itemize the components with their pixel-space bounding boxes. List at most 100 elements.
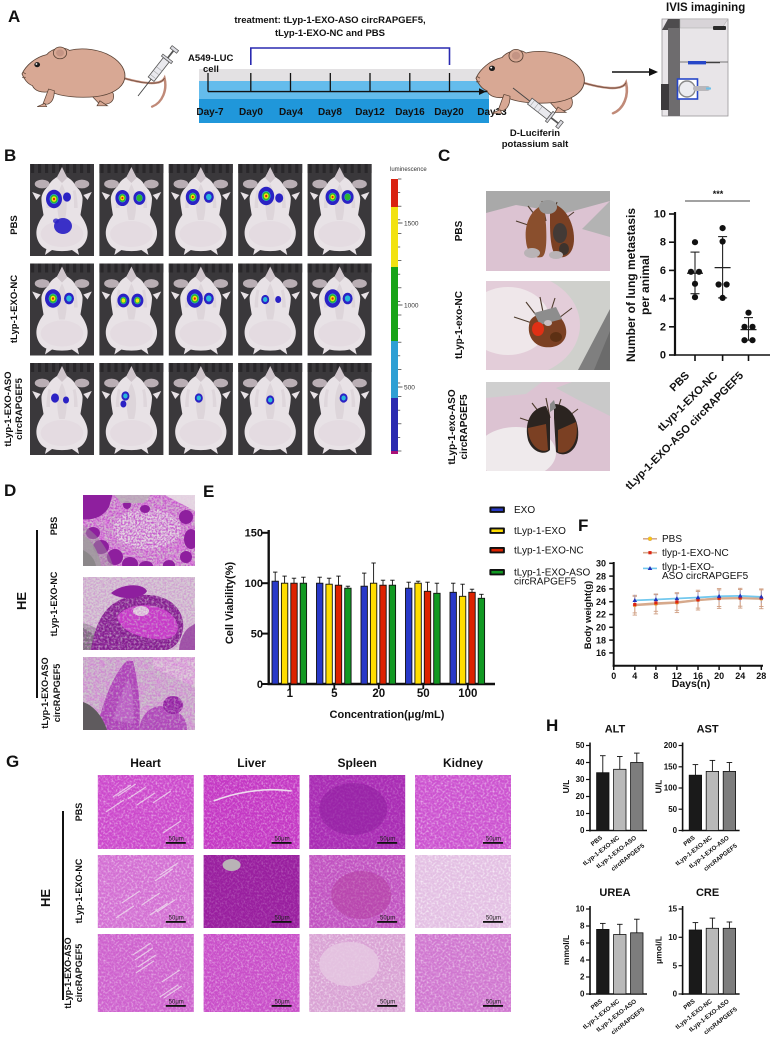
svg-text:0: 0 [673, 990, 678, 999]
svg-text:Day8: Day8 [318, 107, 342, 118]
svg-text:50: 50 [576, 741, 585, 750]
svg-text:ALT: ALT [605, 724, 626, 736]
svg-text:150: 150 [245, 528, 263, 540]
svg-text:HE: HE [14, 592, 29, 610]
svg-text:8: 8 [580, 922, 585, 931]
svg-text:Kidney: Kidney [443, 756, 483, 770]
svg-text:50μm: 50μm [274, 1000, 289, 1006]
svg-text:tLyp-1-EXO-ASO: tLyp-1-EXO-ASO [40, 657, 50, 728]
svg-text:treatment: tLyp-1-EXO-ASO cir: treatment: tLyp-1-EXO-ASO circRAPGEF5, [234, 15, 425, 26]
svg-text:IVIS imagining: IVIS imagining [666, 2, 745, 14]
svg-text:Cell Viability(%): Cell Viability(%) [224, 562, 236, 645]
svg-text:tLyp-1-EXO-ASO: tLyp-1-EXO-ASO [3, 371, 14, 446]
svg-text:Days(n): Days(n) [672, 678, 711, 690]
svg-text:15: 15 [668, 905, 677, 914]
svg-text:10: 10 [668, 933, 677, 942]
svg-text:U/L: U/L [561, 780, 571, 794]
svg-text:tLyp-1-EXO: tLyp-1-EXO [514, 526, 566, 537]
svg-text:PBS: PBS [454, 220, 465, 241]
svg-text:0: 0 [673, 826, 678, 835]
svg-text:28: 28 [596, 571, 606, 581]
svg-text:Number of lung metastasis: Number of lung metastasis [624, 208, 638, 362]
svg-text:50μm: 50μm [169, 916, 184, 922]
svg-text:50μm: 50μm [380, 916, 395, 922]
svg-text:24: 24 [596, 597, 606, 607]
svg-text:tLyp-1-EXO-NC: tLyp-1-EXO-NC [514, 545, 584, 556]
svg-text:20: 20 [714, 671, 724, 681]
svg-text:8: 8 [653, 671, 658, 681]
svg-text:100: 100 [664, 784, 678, 793]
svg-text:0: 0 [580, 990, 585, 999]
svg-text:PBS: PBS [668, 370, 692, 394]
svg-text:Day16: Day16 [395, 107, 425, 118]
svg-text:50μm: 50μm [380, 837, 395, 843]
svg-text:500: 500 [404, 385, 415, 392]
svg-text:Day12: Day12 [355, 107, 385, 118]
svg-text:Spleen: Spleen [338, 756, 377, 770]
svg-text:per animal: per animal [638, 255, 652, 315]
svg-text:circRAPGEF5: circRAPGEF5 [459, 394, 470, 459]
svg-text:16: 16 [693, 671, 703, 681]
svg-text:PBS: PBS [74, 803, 84, 822]
svg-text:10: 10 [576, 905, 585, 914]
svg-text:tLyp-1-EXO-ASO circRAPGEF5: tLyp-1-EXO-ASO circRAPGEF5 [623, 370, 746, 493]
svg-text:tLyp-1-EXO-ASO: tLyp-1-EXO-ASO [514, 567, 591, 578]
svg-text:potassium salt: potassium salt [502, 139, 569, 150]
svg-text:1000: 1000 [404, 303, 419, 310]
svg-text:50μm: 50μm [486, 916, 501, 922]
svg-text:26: 26 [596, 584, 606, 594]
svg-text:A549-LUC: A549-LUC [188, 53, 234, 64]
svg-text:ASO circRAPGEF5: ASO circRAPGEF5 [662, 571, 749, 582]
svg-text:tLyp-1-EXO-NC: tLyp-1-EXO-NC [74, 858, 84, 923]
svg-text:Day-7: Day-7 [196, 107, 224, 118]
svg-text:tLyp-1-EXO-NC and PBS: tLyp-1-EXO-NC and PBS [275, 28, 385, 39]
svg-text:2: 2 [660, 321, 666, 333]
svg-text:PBS: PBS [49, 517, 59, 536]
svg-text:40: 40 [576, 758, 585, 767]
svg-text:2: 2 [580, 973, 585, 982]
svg-text:cell: cell [203, 64, 219, 75]
svg-text:5: 5 [673, 961, 678, 970]
svg-text:tLyp-1-EXO-NC: tLyp-1-EXO-NC [9, 275, 20, 343]
svg-text:30: 30 [596, 559, 606, 569]
svg-text:12: 12 [672, 671, 682, 681]
svg-text:Day23: Day23 [477, 107, 507, 118]
svg-text:Day4: Day4 [279, 107, 303, 118]
svg-text:tLyp-1-EXO-ASO: tLyp-1-EXO-ASO [63, 937, 73, 1008]
svg-text:50μm: 50μm [169, 1000, 184, 1006]
svg-text:100: 100 [458, 688, 477, 700]
svg-text:μmol/L: μmol/L [654, 936, 664, 964]
svg-text:20: 20 [576, 792, 585, 801]
svg-text:8: 8 [660, 237, 666, 249]
svg-text:luminescence: luminescence [390, 167, 427, 173]
svg-text:U/L: U/L [654, 780, 664, 794]
svg-text:22: 22 [596, 610, 606, 620]
svg-text:0: 0 [660, 350, 666, 362]
svg-text:Day0: Day0 [239, 107, 263, 118]
svg-text:Liver: Liver [237, 756, 266, 770]
svg-text:50μm: 50μm [169, 837, 184, 843]
svg-text:1500: 1500 [404, 221, 419, 228]
svg-text:10: 10 [576, 809, 585, 818]
svg-text:tLyp-1-EXO-NC: tLyp-1-EXO-NC [49, 571, 59, 636]
svg-text:tLyp-1-exo-NC: tLyp-1-exo-NC [454, 291, 465, 359]
svg-text:circRAPGEF5: circRAPGEF5 [14, 377, 25, 439]
svg-text:50μm: 50μm [274, 916, 289, 922]
svg-text:Body weight(g): Body weight(g) [583, 581, 594, 650]
svg-text:PBS: PBS [9, 215, 20, 235]
svg-text:circRAPGEF5: circRAPGEF5 [74, 944, 84, 1003]
svg-text:20: 20 [596, 623, 606, 633]
svg-text:Heart: Heart [130, 756, 161, 770]
svg-text:Concentration(μg/mL): Concentration(μg/mL) [330, 709, 445, 721]
svg-text:***: *** [713, 189, 724, 199]
svg-text:circRAPGEF5: circRAPGEF5 [514, 577, 577, 588]
svg-text:PBS: PBS [662, 534, 682, 545]
svg-text:tLyp-1-exo-ASO: tLyp-1-exo-ASO [447, 389, 458, 464]
svg-text:0: 0 [611, 671, 616, 681]
svg-text:1: 1 [287, 688, 294, 700]
svg-text:5: 5 [331, 688, 338, 700]
svg-text:EXO: EXO [514, 505, 535, 516]
svg-text:UREA: UREA [599, 887, 630, 899]
svg-text:4: 4 [580, 956, 585, 965]
svg-text:18: 18 [596, 635, 606, 645]
